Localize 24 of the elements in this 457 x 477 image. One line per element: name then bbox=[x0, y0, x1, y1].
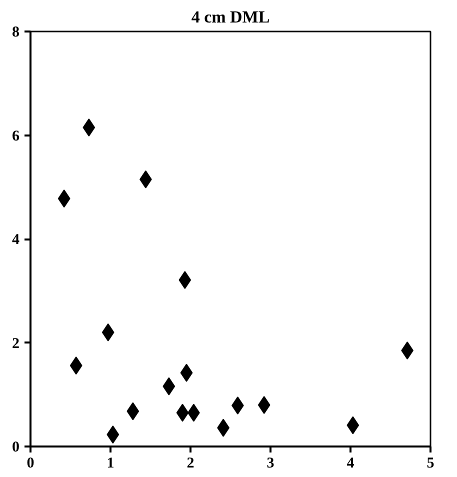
point bbox=[102, 323, 114, 342]
point bbox=[180, 364, 193, 382]
x-tick-label: 4 bbox=[346, 456, 355, 472]
point bbox=[126, 402, 140, 420]
point bbox=[258, 396, 270, 414]
point bbox=[70, 356, 82, 375]
y-tick-label: 8 bbox=[12, 24, 20, 40]
x-tick-label: 2 bbox=[186, 456, 194, 472]
x-tick-label: 3 bbox=[266, 456, 274, 472]
point bbox=[106, 426, 120, 444]
chart-title: 4 cm DML bbox=[191, 8, 270, 26]
point bbox=[82, 118, 96, 136]
y-tick-label: 0 bbox=[12, 440, 20, 456]
point bbox=[346, 416, 360, 434]
x-tick-label: 1 bbox=[106, 456, 114, 472]
x-tick-label: 0 bbox=[26, 456, 34, 472]
point bbox=[58, 190, 70, 208]
point bbox=[176, 404, 189, 422]
y-tick-label: 6 bbox=[12, 128, 20, 144]
point bbox=[178, 270, 192, 289]
point bbox=[162, 377, 176, 396]
y-tick-label: 4 bbox=[12, 232, 20, 248]
x-tick-label: 5 bbox=[426, 456, 434, 472]
y-tick-label: 2 bbox=[12, 336, 20, 352]
